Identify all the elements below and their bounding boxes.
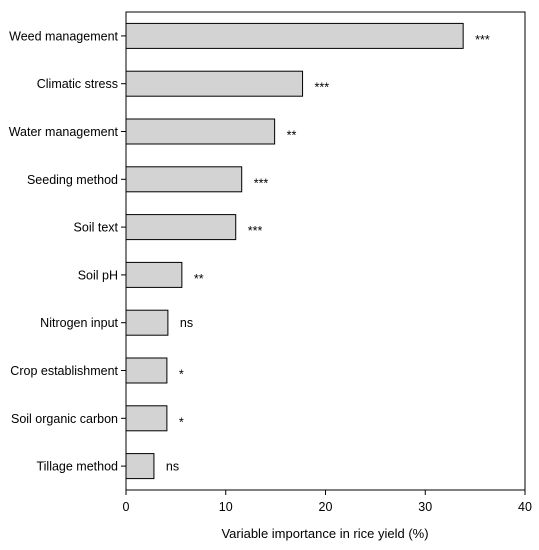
x-tick-label: 40 [518, 500, 532, 514]
category-label: Soil text [74, 221, 119, 235]
category-labels: Weed management Climatic stress Water mana… [9, 29, 126, 474]
bar [125, 70, 304, 97]
significance-label: *** [475, 33, 490, 47]
bar [125, 405, 168, 432]
significance-label: *** [315, 81, 330, 95]
significance-label: *** [248, 224, 263, 238]
category-label: Climatic stress [37, 77, 118, 91]
bar [125, 357, 168, 384]
significance-labels: ****************ns**ns [166, 33, 490, 474]
category-label: Soil organic carbon [11, 412, 118, 426]
x-tick-label: 20 [319, 500, 333, 514]
category-label: Seeding method [27, 173, 118, 187]
significance-label: * [179, 415, 184, 429]
category-label: Tillage method [36, 460, 118, 474]
bars-group [125, 22, 464, 480]
significance-label: ns [166, 460, 179, 474]
bar [125, 22, 464, 49]
category-label: Water management [9, 125, 119, 139]
x-axis: 0 10 20 30 40 [123, 490, 532, 514]
category-label: Nitrogen input [40, 316, 118, 330]
category-label: Crop establishment [10, 364, 118, 378]
significance-label: ns [180, 316, 193, 330]
x-axis-title: Variable importance in rice yield (%) [221, 526, 428, 541]
bar [125, 309, 169, 336]
significance-label: ** [287, 129, 297, 143]
bar [125, 453, 155, 480]
bar [125, 214, 237, 241]
x-tick-label: 0 [123, 500, 130, 514]
significance-label: * [179, 368, 184, 382]
x-tick-label: 30 [418, 500, 432, 514]
significance-label: *** [254, 176, 269, 190]
bar [125, 118, 276, 145]
category-label: Soil pH [78, 268, 118, 282]
bar [125, 166, 243, 193]
bar [125, 261, 183, 288]
x-tick-label: 10 [219, 500, 233, 514]
significance-label: ** [194, 272, 204, 286]
category-label: Weed management [9, 29, 118, 43]
